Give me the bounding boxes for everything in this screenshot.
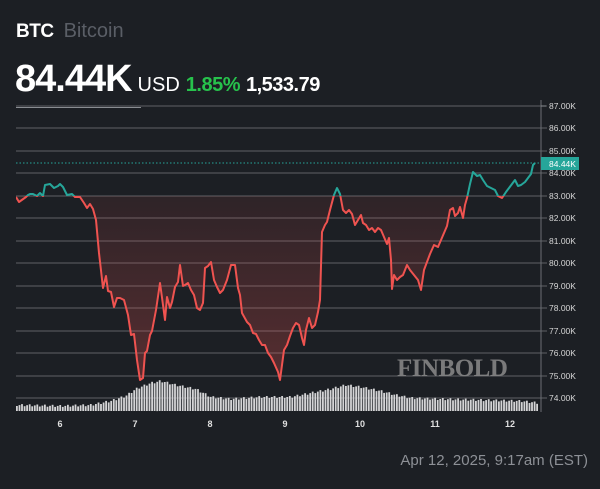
y-tick-label: 74.00K xyxy=(549,393,576,403)
currency-label: USD xyxy=(137,74,180,96)
y-tick-label: 84.00K xyxy=(549,168,576,178)
x-tick-label: 12 xyxy=(505,419,515,429)
price-line-down xyxy=(16,196,505,381)
x-axis-labels: 6 7 8 9 10 11 12 xyxy=(57,419,515,429)
asset-name: Bitcoin xyxy=(63,20,124,42)
finbold-watermark: FINBOLD xyxy=(397,355,508,382)
x-tick-label: 6 xyxy=(57,419,62,429)
y-tick-label: 83.00K xyxy=(549,191,576,201)
y-tick-label: 81.00K xyxy=(549,236,576,246)
y-tick-label: 85.00K xyxy=(549,146,576,156)
header-divider xyxy=(16,107,141,108)
change-percent: 1.85% xyxy=(185,74,241,96)
x-tick-label: 11 xyxy=(430,419,440,429)
current-price: 84.44K xyxy=(15,58,133,100)
y-tick-label: 78.00K xyxy=(549,303,576,313)
y-tick-label: 76.00K xyxy=(549,348,576,358)
x-tick-label: 9 xyxy=(282,419,287,429)
y-tick-label: 79.00K xyxy=(549,281,576,291)
area-fill xyxy=(16,196,535,380)
y-tick-label: 80.00K xyxy=(549,258,576,268)
y-tick-label: 77.00K xyxy=(549,326,576,336)
current-price-badge: 84.44K xyxy=(541,157,579,170)
y-axis-labels: 87.00K 86.00K 85.00K 84.00K 83.00K 82.00… xyxy=(541,101,576,403)
change-value: 1,533.79 xyxy=(246,74,320,96)
y-tick-label: 75.00K xyxy=(549,371,576,381)
current-price-badge-label: 84.44K xyxy=(549,159,576,169)
asset-symbol: BTC xyxy=(16,21,54,42)
y-tick-label: 87.00K xyxy=(549,101,576,111)
volume-bars xyxy=(16,380,538,412)
y-tick-label: 86.00K xyxy=(549,123,576,133)
asset-header: BTC Bitcoin xyxy=(16,20,124,43)
x-tick-label: 10 xyxy=(355,419,365,429)
timestamp: Apr 12, 2025, 9:17am (EST) xyxy=(400,452,588,469)
price-row: 84.44K USD 1.85% 1,533.79 xyxy=(15,58,320,101)
x-tick-label: 7 xyxy=(132,419,137,429)
x-tick-label: 8 xyxy=(207,419,212,429)
y-tick-label: 82.00K xyxy=(549,213,576,223)
